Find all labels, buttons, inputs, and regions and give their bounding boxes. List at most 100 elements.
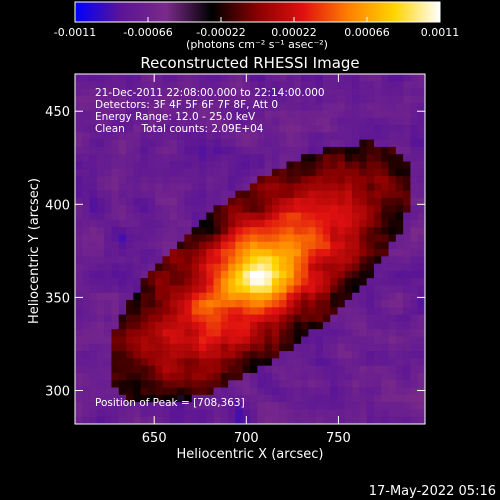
image-pixel [126, 270, 134, 279]
image-pixel [118, 416, 127, 424]
image-pixel [242, 307, 251, 315]
image-pixel [198, 314, 207, 323]
image-pixel [155, 329, 163, 337]
image-pixel [308, 234, 316, 243]
image-pixel [286, 372, 295, 381]
image-pixel [359, 168, 367, 177]
image-pixel [366, 125, 375, 133]
image-pixel [257, 336, 265, 345]
image-pixel [315, 329, 324, 337]
image-pixel [337, 132, 346, 140]
image-pixel [293, 190, 302, 199]
image-pixel [162, 365, 171, 374]
image-pixel [126, 227, 134, 235]
image-pixel [264, 300, 273, 308]
image-pixel [133, 161, 141, 170]
image-pixel [373, 314, 382, 323]
image-pixel [198, 227, 207, 235]
image-pixel [366, 321, 375, 330]
image-pixel [82, 329, 90, 337]
image-pixel [279, 394, 287, 403]
image-pixel [293, 146, 302, 155]
image-pixel [169, 219, 178, 228]
image-pixel [75, 190, 83, 199]
image-pixel [286, 117, 295, 126]
image-pixel [410, 219, 419, 228]
image-pixel [177, 219, 185, 228]
image-pixel [344, 125, 353, 133]
image-pixel [359, 212, 367, 221]
image-pixel [147, 146, 156, 155]
image-pixel [337, 161, 346, 170]
image-pixel [257, 154, 265, 162]
image-pixel [337, 95, 346, 104]
image-pixel [315, 351, 324, 359]
image-pixel [286, 358, 295, 366]
image-pixel [96, 270, 105, 279]
image-pixel [177, 176, 185, 184]
image-pixel [147, 183, 156, 191]
image-pixel [417, 176, 425, 184]
image-pixel [286, 241, 295, 250]
image-pixel [410, 351, 419, 359]
image-pixel [140, 409, 149, 418]
image-pixel [155, 278, 163, 286]
image-pixel [206, 321, 214, 330]
image-pixel [301, 372, 309, 381]
image-pixel [410, 241, 419, 250]
image-pixel [308, 321, 316, 330]
image-pixel [235, 292, 244, 301]
image-pixel [330, 263, 338, 272]
image-pixel [366, 409, 375, 418]
image-pixel [191, 336, 200, 345]
image-pixel [359, 205, 367, 213]
image-pixel [388, 132, 397, 140]
image-pixel [198, 146, 207, 155]
image-pixel [111, 329, 120, 337]
image-pixel [184, 365, 192, 374]
image-pixel [359, 285, 367, 294]
image-pixel [271, 402, 280, 410]
image-pixel [373, 132, 382, 140]
image-pixel [279, 168, 287, 177]
image-pixel [337, 292, 346, 301]
image-pixel [359, 402, 367, 410]
image-pixel [395, 256, 404, 264]
image-pixel [235, 168, 244, 177]
image-pixel [213, 197, 222, 206]
image-pixel [301, 249, 309, 257]
image-pixel [271, 394, 280, 403]
image-pixel [75, 300, 83, 308]
image-pixel [264, 314, 273, 323]
image-pixel [155, 409, 163, 418]
image-pixel [286, 139, 295, 148]
image-pixel [381, 256, 389, 264]
image-pixel [337, 219, 346, 228]
image-pixel [140, 212, 149, 221]
image-pixel [228, 103, 236, 111]
image-pixel [410, 270, 419, 279]
image-pixel [118, 168, 127, 177]
image-pixel [395, 176, 404, 184]
image-pixel [417, 285, 425, 294]
image-pixel [381, 343, 389, 352]
image-pixel [381, 372, 389, 381]
image-pixel [242, 197, 251, 206]
image-pixel [308, 88, 316, 97]
image-pixel [111, 343, 120, 352]
image-pixel [111, 168, 120, 177]
image-pixel [191, 88, 200, 97]
image-pixel [228, 190, 236, 199]
image-pixel [147, 358, 156, 366]
image-pixel [220, 132, 229, 140]
image-pixel [322, 146, 331, 155]
image-pixel [213, 132, 222, 140]
image-pixel [264, 205, 273, 213]
image-pixel [417, 161, 425, 170]
image-pixel [417, 387, 425, 396]
image-pixel [403, 380, 411, 388]
image-pixel [206, 416, 214, 424]
image-pixel [373, 336, 382, 345]
image-pixel [359, 154, 367, 162]
image-pixel [96, 285, 105, 294]
